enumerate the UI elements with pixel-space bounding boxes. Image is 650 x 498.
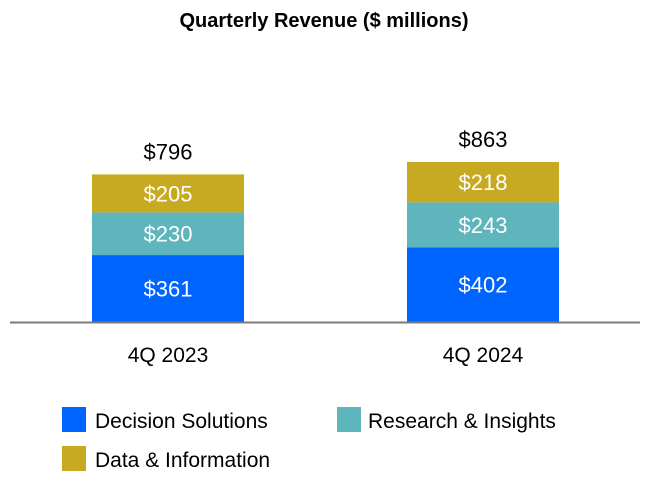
bar-segment xyxy=(407,247,559,322)
bar-value-label: $218 xyxy=(459,170,508,195)
legend-swatch-decision-solutions xyxy=(62,407,86,432)
bar-value-label: $243 xyxy=(459,213,508,238)
bar-segment xyxy=(407,162,559,203)
bar-segment xyxy=(92,255,244,322)
x-tick-label: 4Q 2023 xyxy=(128,344,209,367)
total-label: $796 xyxy=(144,139,193,164)
legend-swatch-research-insights xyxy=(337,407,361,432)
bar-value-label: $230 xyxy=(144,222,193,247)
total-label: $863 xyxy=(459,127,508,152)
legend-label: Research & Insights xyxy=(368,410,556,433)
legend-label: Decision Solutions xyxy=(95,410,268,433)
legend: Decision Solutions Research & Insights D… xyxy=(62,407,556,472)
bar-value-label: $205 xyxy=(144,181,193,206)
bar-value-label: $402 xyxy=(459,273,508,298)
bar-segment xyxy=(92,174,244,213)
legend-label: Data & Information xyxy=(95,449,270,472)
bar-value-label: $361 xyxy=(144,277,193,302)
bar-segment xyxy=(92,212,244,256)
legend-swatch-data-information xyxy=(62,446,86,471)
x-tick-label: 4Q 2024 xyxy=(443,344,524,367)
chart-title: Quarterly Revenue ($ millions) xyxy=(180,10,469,32)
bar-segment xyxy=(407,202,559,248)
